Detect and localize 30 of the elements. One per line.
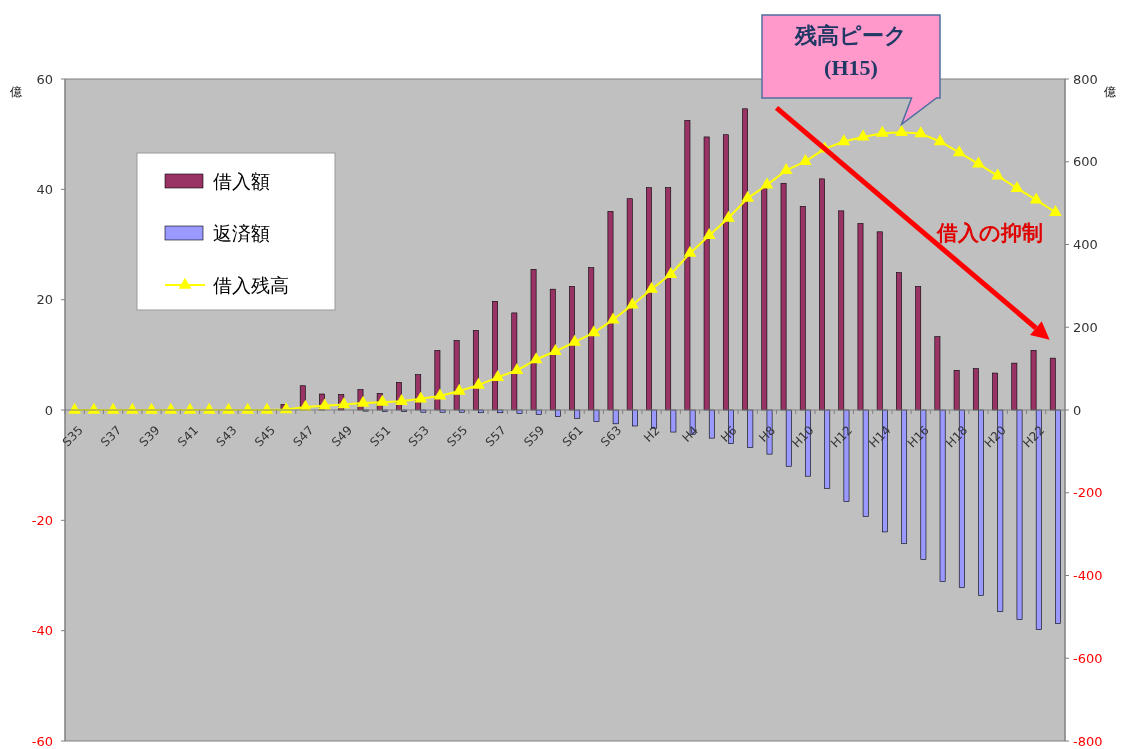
- y2-tick-label: 0: [1073, 402, 1082, 418]
- x-tick-label: S41: [175, 423, 202, 450]
- x-tick-label: H6: [717, 423, 740, 445]
- annotation: 残高ピーク (H15): [794, 23, 907, 80]
- x-tick-label: H2: [640, 423, 663, 445]
- y-tick-label: -40: [31, 623, 53, 639]
- y-tick-label: 40: [36, 181, 53, 197]
- y2-axis-title: 億: [1104, 85, 1116, 99]
- y-axis-title: 億: [10, 85, 22, 99]
- y-tick-label: 20: [36, 292, 53, 308]
- x-tick-label: H4: [679, 423, 702, 445]
- y-tick-label: 60: [36, 71, 53, 87]
- x-tick-label: S51: [367, 423, 394, 450]
- y2-tick-label: 600: [1073, 154, 1098, 170]
- y2-tick-label: -200: [1073, 485, 1103, 501]
- legend-label: 借入額: [213, 170, 270, 193]
- y-tick-label: 0: [44, 402, 53, 418]
- y2-tick-label: -400: [1073, 568, 1103, 584]
- y2-tick-label: -600: [1073, 650, 1103, 666]
- y2-tick-label: 800: [1073, 71, 1098, 87]
- annotation: 借入の抑制: [936, 221, 1043, 245]
- y2-tick-label: -800: [1073, 733, 1103, 749]
- y-tick-label: -60: [31, 733, 53, 749]
- legend-label: 借入残高: [213, 274, 289, 297]
- legend-label: 返済額: [213, 222, 270, 245]
- y2-tick-label: 200: [1073, 319, 1098, 335]
- y2-tick-label: 400: [1073, 237, 1098, 253]
- x-tick-label: S61: [559, 423, 586, 450]
- y-tick-label: -20: [31, 512, 53, 528]
- x-tick-label: H8: [756, 423, 779, 445]
